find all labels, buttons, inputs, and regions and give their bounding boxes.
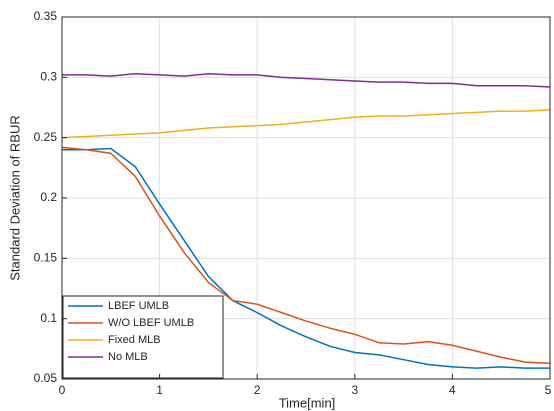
legend-box: [62, 295, 224, 379]
x-tick-label: 2: [254, 383, 261, 397]
series-line: [62, 72, 551, 88]
series-line: [61, 109, 551, 139]
y-tick-label: 0.05: [34, 371, 58, 385]
x-tick-label: 5: [545, 383, 552, 397]
legend-label: Fixed MLB: [108, 334, 161, 346]
lines: [61, 72, 551, 369]
y-tick-label: 0.15: [34, 251, 58, 265]
x-tick-label: 4: [449, 383, 456, 397]
y-axis-label: Standard Deviation of RBUR: [7, 115, 22, 280]
legend-label: No MLB: [108, 351, 148, 363]
x-tick-label: 3: [351, 383, 358, 397]
x-tick-label: 1: [156, 383, 163, 397]
x-tick-label: 0: [59, 383, 66, 397]
y-tick-label: 0.2: [40, 190, 57, 204]
x-axis-label: Time[min]: [279, 395, 336, 410]
series-line: [62, 147, 550, 369]
legend: LBEF UMLB W/O LBEF UMLB Fixed MLB No MLB: [62, 295, 224, 379]
legend-label: LBEF UMLB: [108, 300, 169, 312]
y-tick-label: 0.25: [34, 130, 58, 144]
series-line: [61, 146, 551, 365]
y-tick-label: 0.35: [34, 9, 58, 23]
y-tick-label: 0.1: [40, 311, 57, 325]
legend-label: W/O LBEF UMLB: [108, 317, 194, 329]
y-tick-label: 0.3: [40, 70, 57, 84]
